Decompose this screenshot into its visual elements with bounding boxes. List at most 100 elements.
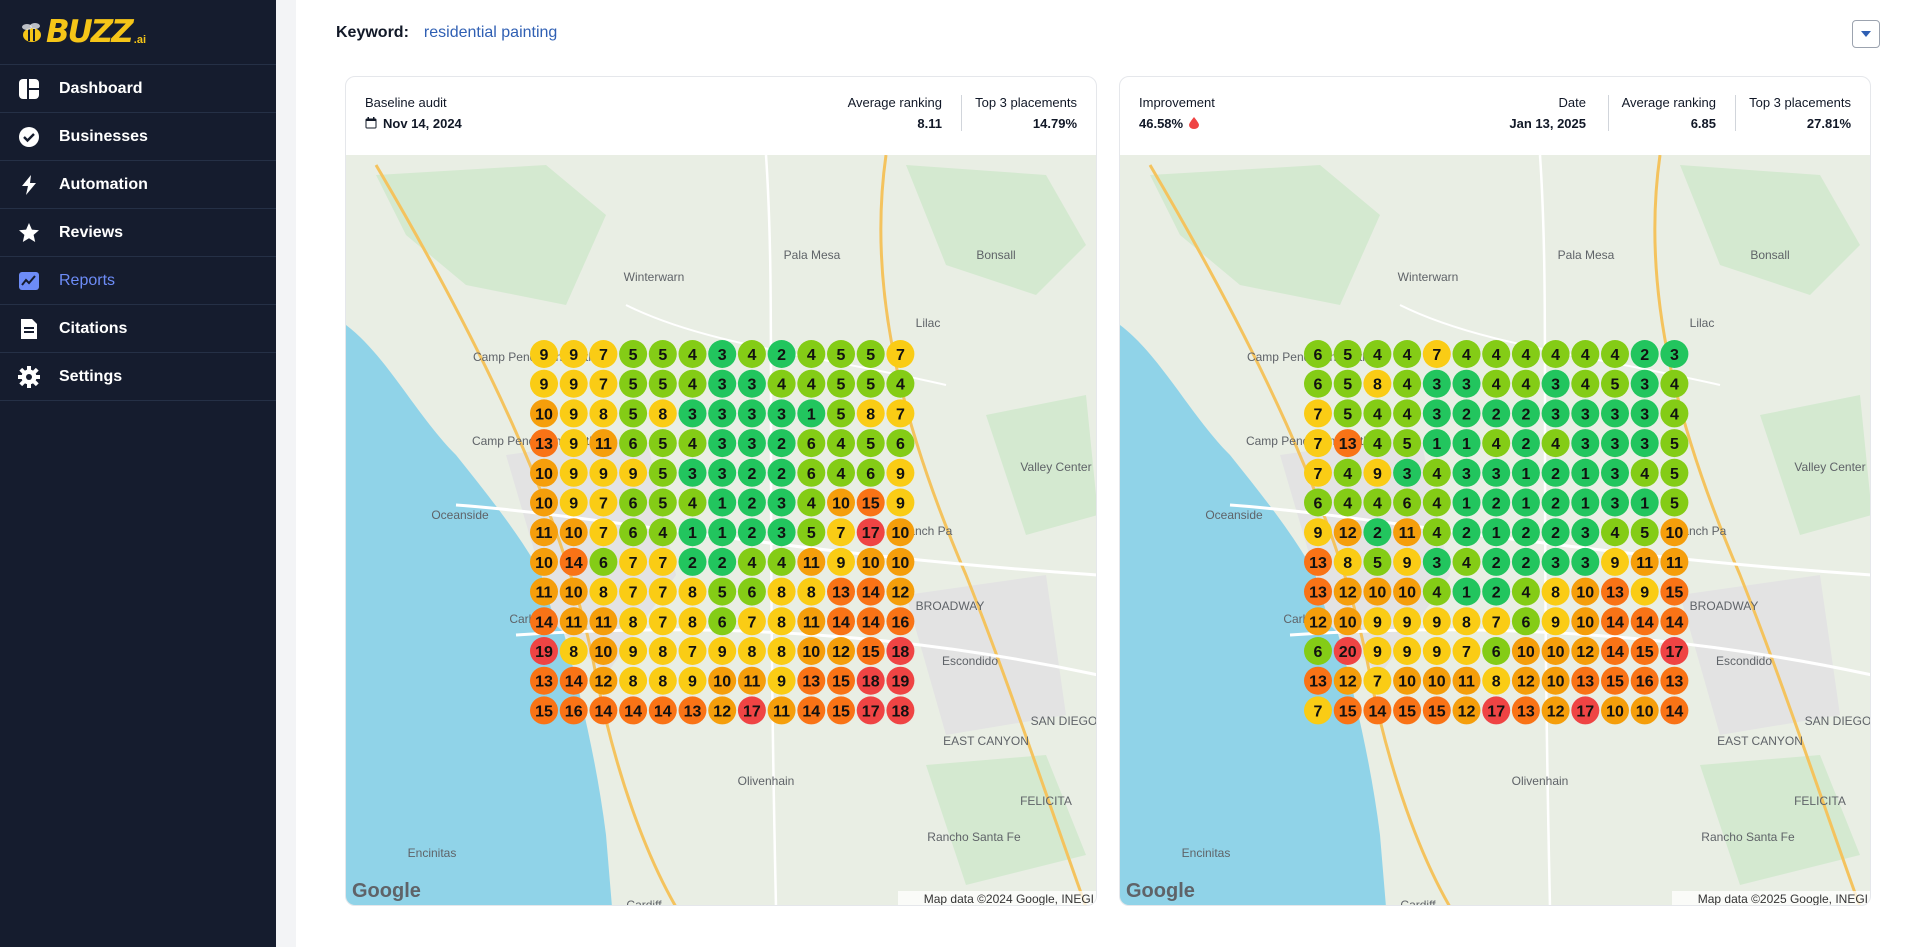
rank-point[interactable]: 3 (1571, 429, 1600, 458)
rank-point[interactable]: 3 (708, 340, 737, 368)
rank-point[interactable]: 5 (856, 340, 885, 368)
rank-point[interactable]: 12 (827, 637, 855, 665)
rank-point[interactable]: 6 (1304, 488, 1332, 517)
rank-point[interactable]: 16 (559, 696, 588, 725)
rank-point[interactable]: 3 (708, 458, 737, 487)
rank-point[interactable]: 4 (678, 340, 707, 368)
rank-point[interactable]: 3 (708, 369, 737, 398)
rank-point[interactable]: 6 (589, 547, 618, 576)
rank-point[interactable]: 1 (1571, 458, 1600, 487)
rank-point[interactable]: 6 (1393, 488, 1422, 517)
rank-point[interactable]: 4 (1363, 340, 1392, 368)
rank-point[interactable]: 10 (530, 547, 558, 576)
rank-point[interactable]: 1 (678, 518, 707, 547)
rank-point[interactable]: 7 (589, 488, 618, 517)
rank-point[interactable]: 17 (1482, 696, 1511, 725)
rank-point[interactable]: 10 (530, 458, 558, 487)
rank-point[interactable]: 19 (886, 666, 915, 695)
rank-point[interactable]: 11 (559, 607, 588, 636)
rank-point[interactable]: 4 (1571, 340, 1600, 368)
rank-point[interactable]: 4 (1511, 577, 1540, 606)
rank-point[interactable]: 2 (1482, 399, 1511, 428)
rank-point[interactable]: 13 (1333, 429, 1362, 458)
rank-point[interactable]: 11 (589, 429, 618, 458)
rank-point[interactable]: 4 (827, 429, 855, 458)
rank-point[interactable]: 1 (708, 488, 737, 517)
rank-point[interactable]: 9 (678, 666, 707, 695)
rank-point[interactable]: 15 (856, 637, 885, 665)
rank-point[interactable]: 5 (827, 340, 855, 368)
sidebar-item-automation[interactable]: Automation (0, 161, 276, 209)
rank-point[interactable]: 17 (1571, 696, 1600, 725)
rank-point[interactable]: 7 (619, 547, 648, 576)
rank-point[interactable]: 15 (1393, 696, 1422, 725)
rank-point[interactable]: 12 (1333, 577, 1362, 606)
rank-point[interactable]: 2 (1511, 518, 1540, 547)
rank-point[interactable]: 7 (886, 399, 915, 428)
rank-point[interactable]: 8 (648, 637, 677, 665)
rank-point[interactable]: 2 (1511, 547, 1540, 576)
rank-point[interactable]: 15 (856, 488, 885, 517)
rank-point[interactable]: 1 (1422, 429, 1451, 458)
rank-point[interactable]: 8 (797, 577, 826, 606)
rank-point[interactable]: 4 (1571, 369, 1600, 398)
rank-point[interactable]: 9 (559, 458, 588, 487)
rank-point[interactable]: 4 (1511, 340, 1540, 368)
rank-point[interactable]: 17 (856, 696, 885, 725)
rank-point[interactable]: 15 (1630, 637, 1659, 665)
rank-point[interactable]: 4 (1393, 399, 1422, 428)
rank-point[interactable]: 7 (589, 369, 618, 398)
rank-point[interactable]: 4 (1482, 369, 1511, 398)
rank-point[interactable]: 15 (1660, 577, 1689, 606)
rank-point[interactable]: 5 (648, 429, 677, 458)
rank-point[interactable]: 5 (1660, 429, 1689, 458)
sidebar-item-businesses[interactable]: Businesses (0, 113, 276, 161)
rank-point[interactable]: 4 (1482, 429, 1511, 458)
rank-point[interactable]: 6 (619, 488, 648, 517)
rank-point[interactable]: 7 (1363, 666, 1392, 695)
rank-point[interactable]: 9 (1630, 577, 1659, 606)
rank-point[interactable]: 4 (886, 369, 915, 398)
rank-point[interactable]: 11 (797, 607, 826, 636)
rank-point[interactable]: 4 (648, 518, 677, 547)
rank-point[interactable]: 8 (767, 577, 796, 606)
rank-point[interactable]: 14 (856, 607, 885, 636)
rank-point[interactable]: 13 (1601, 577, 1629, 606)
rank-point[interactable]: 2 (767, 458, 796, 487)
rank-point[interactable]: 8 (1333, 547, 1362, 576)
rank-point[interactable]: 8 (767, 607, 796, 636)
rank-point[interactable]: 10 (1630, 696, 1659, 725)
rank-point[interactable]: 3 (1601, 429, 1629, 458)
rank-point[interactable]: 9 (530, 369, 558, 398)
rank-point[interactable]: 4 (737, 547, 766, 576)
rank-point[interactable]: 13 (1511, 696, 1540, 725)
rank-point[interactable]: 8 (856, 399, 885, 428)
rank-point[interactable]: 2 (767, 429, 796, 458)
rank-point[interactable]: 3 (1452, 369, 1481, 398)
rank-point[interactable]: 7 (648, 607, 677, 636)
rank-point[interactable]: 13 (797, 666, 826, 695)
rank-point[interactable]: 8 (589, 399, 618, 428)
rank-point[interactable]: 5 (648, 458, 677, 487)
rank-point[interactable]: 6 (797, 458, 826, 487)
rank-point[interactable]: 3 (708, 429, 737, 458)
rank-point[interactable]: 5 (1601, 369, 1629, 398)
rank-point[interactable]: 10 (559, 577, 588, 606)
rank-point[interactable]: 14 (827, 607, 855, 636)
rank-point[interactable]: 7 (648, 547, 677, 576)
sidebar-item-reports[interactable]: Reports (0, 257, 276, 305)
rank-point[interactable]: 1 (1482, 518, 1511, 547)
rank-point[interactable]: 4 (1422, 577, 1451, 606)
rank-point[interactable]: 14 (1601, 607, 1629, 636)
rank-point[interactable]: 4 (1452, 340, 1481, 368)
rank-point[interactable]: 4 (678, 429, 707, 458)
rank-point[interactable]: 4 (1422, 488, 1451, 517)
rank-point[interactable]: 5 (856, 429, 885, 458)
rank-point[interactable]: 4 (767, 547, 796, 576)
rank-point[interactable]: 7 (1304, 696, 1332, 725)
rank-point[interactable]: 3 (1630, 369, 1659, 398)
rank-point[interactable]: 12 (1571, 637, 1600, 665)
rank-point[interactable]: 14 (559, 666, 588, 695)
